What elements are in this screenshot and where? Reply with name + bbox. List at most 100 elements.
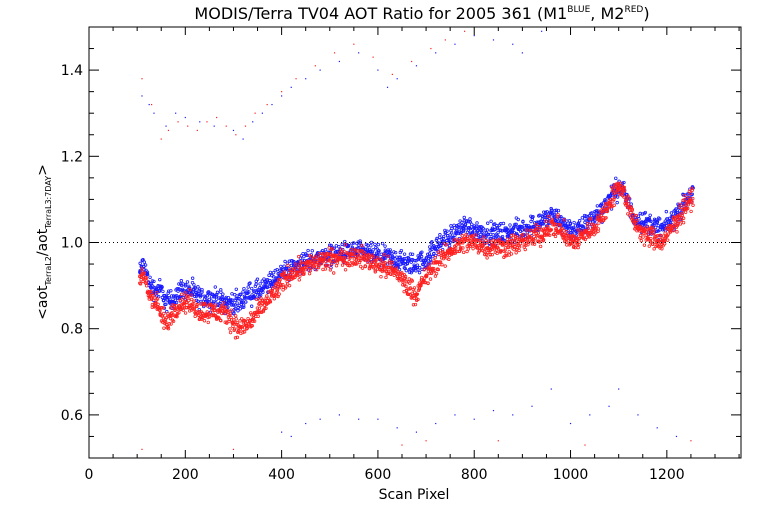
data-point bbox=[435, 236, 439, 241]
outlier-point bbox=[454, 43, 456, 45]
data-point bbox=[436, 267, 440, 272]
data-point bbox=[455, 237, 459, 242]
data-point bbox=[179, 292, 184, 297]
data-point bbox=[268, 270, 273, 275]
data-point bbox=[386, 269, 391, 274]
outlier-point bbox=[444, 39, 446, 41]
data-point bbox=[587, 214, 592, 218]
series-0 bbox=[138, 30, 695, 438]
data-point bbox=[360, 243, 364, 248]
data-point bbox=[690, 186, 694, 191]
data-point bbox=[675, 223, 680, 228]
data-point bbox=[675, 211, 679, 215]
data-point bbox=[680, 211, 684, 216]
data-point bbox=[302, 254, 306, 259]
data-point bbox=[595, 204, 600, 208]
data-point bbox=[644, 230, 649, 234]
outlier-point bbox=[411, 60, 413, 63]
data-point bbox=[282, 264, 286, 268]
data-point bbox=[392, 250, 396, 254]
data-point bbox=[278, 278, 282, 282]
outlier-point bbox=[305, 78, 307, 80]
data-point bbox=[432, 243, 436, 248]
data-point bbox=[206, 320, 210, 325]
data-point bbox=[233, 320, 237, 325]
data-point bbox=[608, 202, 612, 206]
data-point bbox=[424, 255, 429, 260]
data-point bbox=[424, 274, 429, 279]
data-point bbox=[142, 271, 147, 275]
data-point bbox=[689, 209, 693, 214]
x-tick-label: 1200 bbox=[649, 467, 685, 483]
data-point bbox=[315, 265, 319, 269]
data-point bbox=[277, 285, 282, 290]
outlier-point bbox=[656, 427, 658, 429]
data-point bbox=[554, 226, 559, 231]
data-point bbox=[543, 210, 548, 215]
data-point bbox=[140, 267, 144, 271]
data-point bbox=[394, 266, 399, 270]
data-point bbox=[196, 299, 200, 303]
data-point bbox=[219, 290, 223, 294]
data-point bbox=[351, 261, 356, 266]
data-point bbox=[340, 263, 345, 267]
data-point bbox=[503, 246, 508, 250]
data-point bbox=[237, 328, 241, 333]
data-point bbox=[156, 302, 160, 307]
data-point bbox=[193, 294, 197, 299]
outlier-point bbox=[175, 112, 177, 114]
outlier-point bbox=[372, 56, 374, 58]
data-point bbox=[641, 235, 645, 239]
data-point bbox=[478, 236, 483, 241]
data-point bbox=[509, 233, 514, 238]
data-point bbox=[310, 249, 314, 253]
data-point bbox=[597, 221, 601, 225]
x-tick-label: 200 bbox=[172, 467, 199, 483]
data-point bbox=[160, 285, 164, 289]
data-point bbox=[562, 218, 566, 222]
data-point bbox=[257, 306, 262, 311]
data-point bbox=[643, 227, 647, 231]
data-point bbox=[516, 217, 520, 222]
outlier-point bbox=[206, 121, 208, 123]
outlier-point bbox=[319, 69, 321, 71]
data-point bbox=[142, 260, 146, 264]
data-point bbox=[664, 209, 669, 214]
data-point bbox=[627, 196, 631, 200]
outlier-point bbox=[377, 418, 379, 420]
data-point bbox=[192, 283, 196, 287]
data-point bbox=[406, 292, 411, 296]
data-point bbox=[599, 214, 604, 218]
data-point bbox=[323, 267, 328, 271]
data-point bbox=[211, 305, 215, 309]
data-point bbox=[248, 281, 252, 285]
data-point bbox=[339, 247, 343, 252]
data-point bbox=[517, 248, 521, 253]
data-point bbox=[482, 249, 486, 254]
data-point bbox=[504, 252, 508, 256]
data-point bbox=[427, 263, 431, 267]
data-point bbox=[379, 275, 383, 279]
data-point bbox=[167, 322, 172, 326]
data-point bbox=[155, 291, 159, 295]
data-point bbox=[549, 208, 554, 212]
data-point bbox=[185, 300, 189, 305]
data-point bbox=[448, 233, 452, 237]
data-point bbox=[227, 319, 231, 324]
data-point bbox=[416, 297, 420, 302]
data-point bbox=[533, 237, 537, 241]
data-point bbox=[549, 206, 553, 211]
data-point bbox=[573, 224, 578, 228]
data-point bbox=[531, 215, 535, 219]
data-point bbox=[195, 303, 199, 307]
data-point bbox=[387, 265, 391, 270]
data-point bbox=[577, 219, 582, 223]
data-point bbox=[251, 319, 255, 323]
data-point bbox=[342, 258, 347, 263]
data-point bbox=[181, 308, 186, 312]
data-point bbox=[379, 258, 384, 263]
data-point bbox=[193, 314, 197, 319]
data-point bbox=[690, 200, 694, 204]
data-point bbox=[645, 225, 649, 229]
data-point bbox=[279, 267, 284, 272]
